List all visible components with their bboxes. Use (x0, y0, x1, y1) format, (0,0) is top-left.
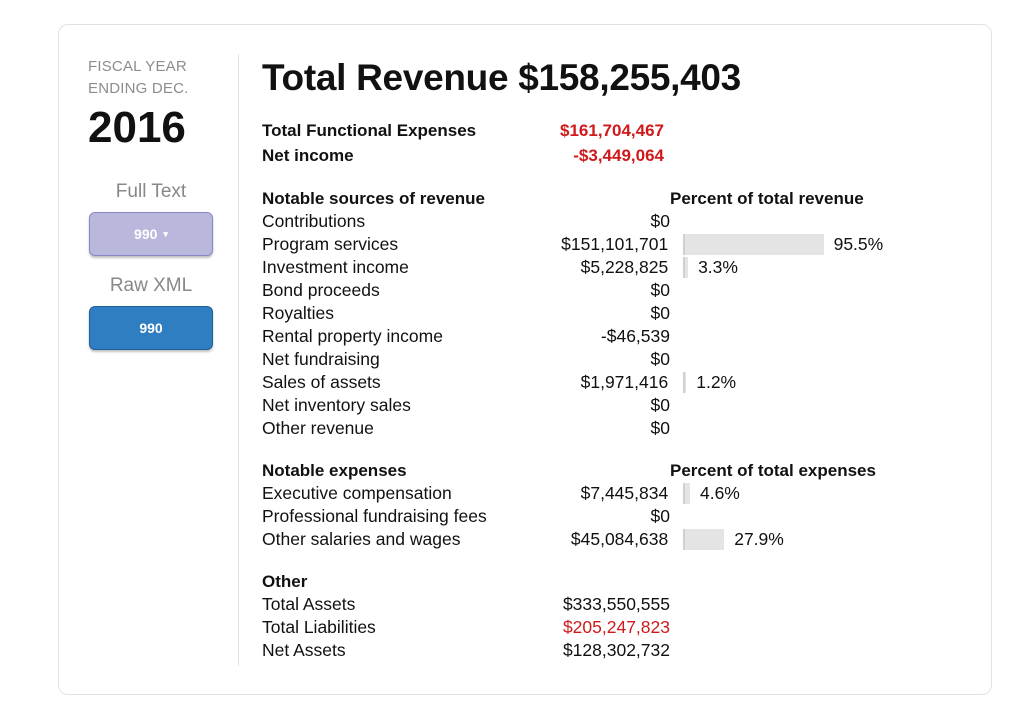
table-row: Total Assets $333,550,555 (262, 593, 962, 616)
row-value: $0 (650, 418, 670, 438)
percent-cell: 4.6% (683, 482, 962, 505)
table-row: Executive compensation $7,445,834 4.6% (262, 482, 962, 505)
percent-bar (683, 372, 687, 393)
filing-card (58, 24, 992, 695)
expense-rows: Executive compensation $7,445,834 4.6% Prof… (262, 482, 962, 551)
table-row: Contributions $0 (262, 210, 962, 233)
fiscal-year-label-line1: FISCAL YEAR (88, 58, 187, 75)
full-text-label: Full Text (115, 181, 187, 202)
summary-row: Total Functional Expenses $161,704,467 (262, 118, 962, 143)
table-row: Other salaries and wages $45,084,638 27.9% (262, 528, 962, 551)
table-row: Professional fundraising fees $0 (262, 505, 962, 528)
percent-label: 95.5% (833, 234, 884, 254)
raw-xml-990-button[interactable]: 990 (89, 306, 213, 350)
row-label: Rental property income (262, 326, 443, 346)
other-rows: Total Assets $333,550,555 Total Liabilitie… (262, 593, 962, 662)
percent-bar (683, 257, 689, 278)
summary-value: $161,704,467 (560, 121, 664, 140)
revenue-heading-row: Notable sources of revenue Percent of to… (262, 187, 962, 210)
row-value: $128,302,732 (562, 640, 670, 660)
percent-cell: 1.2% (683, 371, 962, 394)
fiscal-year-label-line2: ENDING DEC. (88, 80, 189, 97)
fiscal-year-label: FISCAL YEAR ENDING DEC. (88, 56, 214, 100)
row-value: $151,101,701 (561, 234, 669, 254)
filing-details: Total Revenue $158,255,403 Total Functio… (262, 56, 962, 662)
full-text-990-dropdown[interactable]: 990 ▾ (89, 212, 213, 256)
table-row: Rental property income -$46,539 (262, 325, 962, 348)
row-value: $0 (650, 280, 670, 300)
revenue-section: Notable sources of revenue Percent of to… (262, 187, 962, 440)
revenue-heading: Notable sources of revenue (262, 189, 485, 208)
total-revenue-title: Total Revenue $158,255,403 (262, 57, 741, 98)
filing-sidebar: FISCAL YEAR ENDING DEC. 2016 Full Text 9… (88, 56, 214, 350)
fiscal-year: 2016 (88, 103, 186, 152)
caret-down-icon: ▾ (163, 229, 168, 239)
row-label: Royalties (262, 303, 334, 323)
revenue-rows: Contributions $0 Program services $151,101,… (262, 210, 962, 440)
summary-value: -$3,449,064 (573, 146, 664, 165)
percent-bar (683, 234, 824, 255)
row-value: $45,084,638 (570, 529, 669, 549)
row-label: Sales of assets (262, 372, 381, 392)
other-section: Other Total Assets $333,550,555 Total Liab… (262, 570, 962, 662)
full-text-button-label: 990 (134, 226, 158, 242)
row-value: $1,971,416 (580, 372, 669, 392)
expenses-section: Notable expenses Percent of total expens… (262, 459, 962, 551)
expenses-heading-row: Notable expenses Percent of total expens… (262, 459, 962, 482)
table-row: Net fundraising $0 (262, 348, 962, 371)
percent-cell: 27.9% (683, 528, 962, 551)
row-value: -$46,539 (600, 326, 670, 346)
row-label: Total Assets (262, 594, 356, 614)
percent-cell: 95.5% (683, 233, 962, 256)
row-label: Professional fundraising fees (262, 506, 487, 526)
row-label: Contributions (262, 211, 366, 231)
percent-cell: 3.3% (683, 256, 962, 279)
row-label: Net Assets (262, 640, 346, 660)
percent-bar (683, 529, 725, 550)
raw-xml-label: Raw XML (109, 275, 193, 296)
revenue-percent-heading: Percent of total revenue (670, 189, 864, 208)
table-row: Royalties $0 (262, 302, 962, 325)
row-label: Net inventory sales (262, 395, 411, 415)
row-value: $0 (650, 506, 670, 526)
row-label: Bond proceeds (262, 280, 380, 300)
table-row: Sales of assets $1,971,416 1.2% (262, 371, 962, 394)
table-row: Program services $151,101,701 95.5% (262, 233, 962, 256)
row-label: Investment income (262, 257, 409, 277)
table-row: Total Liabilities $205,247,823 (262, 616, 962, 639)
summary-label: Net income (262, 146, 354, 165)
other-heading: Other (262, 572, 308, 591)
percent-label: 1.2% (696, 372, 737, 392)
row-value: $0 (650, 349, 670, 369)
row-label: Other salaries and wages (262, 529, 461, 549)
table-row: Other revenue $0 (262, 417, 962, 440)
table-row: Net Assets $128,302,732 (262, 639, 962, 662)
row-value: $0 (650, 395, 670, 415)
table-row: Net inventory sales $0 (262, 394, 962, 417)
summary: Total Functional Expenses $161,704,467 N… (262, 118, 962, 168)
row-label: Program services (262, 234, 399, 254)
summary-label: Total Functional Expenses (262, 121, 477, 140)
row-label: Other revenue (262, 418, 374, 438)
percent-label: 27.9% (734, 529, 784, 549)
percent-bar (683, 483, 690, 504)
expenses-heading: Notable expenses (262, 461, 407, 480)
row-label: Net fundraising (262, 349, 380, 369)
table-row: Investment income $5,228,825 3.3% (262, 256, 962, 279)
vertical-divider (238, 54, 239, 666)
row-value: $7,445,834 (580, 483, 669, 503)
row-value: $333,550,555 (562, 594, 670, 614)
row-value: $0 (650, 211, 670, 231)
summary-row: Net income -$3,449,064 (262, 143, 962, 168)
row-value: $0 (650, 303, 670, 323)
percent-label: 3.3% (698, 257, 738, 277)
row-value: $205,247,823 (562, 617, 670, 637)
row-value: $5,228,825 (580, 257, 669, 277)
row-label: Executive compensation (262, 483, 452, 503)
row-label: Total Liabilities (262, 617, 376, 637)
expenses-percent-heading: Percent of total expenses (670, 461, 876, 480)
percent-label: 4.6% (699, 483, 740, 503)
table-row: Bond proceeds $0 (262, 279, 962, 302)
